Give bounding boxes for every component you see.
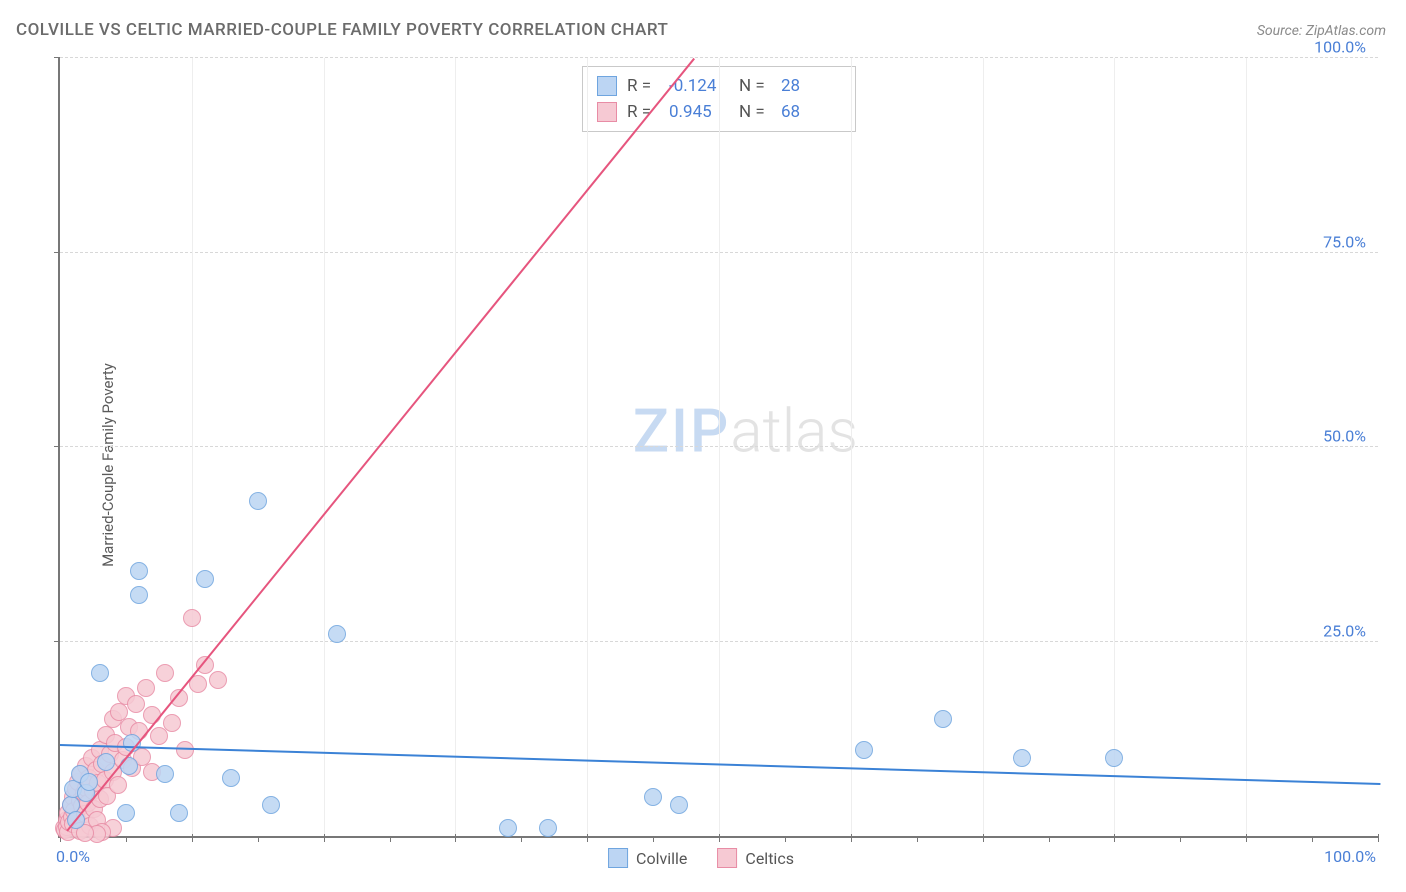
scatter-point-series1	[670, 796, 688, 814]
x-minor-tick-mark	[917, 837, 918, 842]
scatter-point-series1	[539, 819, 557, 837]
legend-label: Colville	[636, 849, 687, 868]
x-tick-label: 100.0%	[1324, 847, 1376, 866]
gridline-vertical	[587, 58, 588, 836]
x-tick-mark	[455, 834, 456, 842]
scatter-point-series2	[183, 609, 201, 627]
y-tick-mark	[54, 252, 60, 253]
scatter-point-series1	[170, 804, 188, 822]
gridline-vertical	[455, 58, 456, 836]
chart-header: COLVILLE VS CELTIC MARRIED-COUPLE FAMILY…	[16, 20, 1386, 40]
legend-n-value: 68	[781, 99, 841, 125]
x-tick-mark	[851, 834, 852, 842]
scatter-point-series2	[176, 741, 194, 759]
gridline-vertical	[719, 58, 720, 836]
legend-n-label: N =	[739, 99, 771, 125]
gridline-vertical	[851, 58, 852, 836]
scatter-point-series1	[644, 788, 662, 806]
scatter-point-series2	[109, 776, 127, 794]
x-tick-mark	[1246, 834, 1247, 842]
x-tick-mark	[1114, 834, 1115, 842]
scatter-point-series1	[328, 625, 346, 643]
x-minor-tick-mark	[126, 837, 127, 842]
scatter-point-series2	[150, 727, 168, 745]
legend-r-value: 0.945	[669, 99, 729, 125]
scatter-point-series1	[156, 765, 174, 783]
gridline-vertical	[1114, 58, 1115, 836]
legend-item: Colville	[608, 848, 687, 868]
scatter-point-series1	[1105, 749, 1123, 767]
x-tick-mark	[587, 834, 588, 842]
scatter-point-series1	[249, 492, 267, 510]
gridline-vertical	[192, 58, 193, 836]
y-tick-mark	[54, 446, 60, 447]
x-minor-tick-mark	[1180, 837, 1181, 842]
legend-label: Celtics	[745, 849, 794, 868]
gridline-vertical	[324, 58, 325, 836]
x-tick-mark	[192, 834, 193, 842]
scatter-point-series1	[1013, 749, 1031, 767]
x-tick-mark	[324, 834, 325, 842]
x-minor-tick-mark	[785, 837, 786, 842]
legend-r-label: R =	[627, 73, 659, 99]
y-tick-label: 100.0%	[1314, 38, 1366, 57]
watermark-right: atlas	[730, 396, 858, 467]
chart-title: COLVILLE VS CELTIC MARRIED-COUPLE FAMILY…	[16, 20, 668, 40]
y-tick-label: 75.0%	[1323, 232, 1366, 251]
scatter-point-series1	[499, 819, 517, 837]
x-minor-tick-mark	[1312, 837, 1313, 842]
scatter-point-series1	[130, 562, 148, 580]
chart-area: Married-Couple Family Poverty ZIPatlas R…	[16, 50, 1386, 880]
watermark: ZIPatlas	[633, 396, 858, 467]
watermark-left: ZIP	[633, 396, 730, 467]
scatter-point-series1	[262, 796, 280, 814]
y-tick-label: 50.0%	[1323, 427, 1366, 446]
x-minor-tick-mark	[390, 837, 391, 842]
scatter-point-series1	[222, 769, 240, 787]
legend-swatch	[608, 848, 628, 868]
x-minor-tick-mark	[258, 837, 259, 842]
scatter-point-series2	[209, 671, 227, 689]
x-tick-mark	[1378, 834, 1379, 842]
x-tick-label: 0.0%	[56, 847, 90, 866]
legend-swatch	[597, 102, 617, 122]
plot-region: ZIPatlas R =-0.124N =28R =0.945N =68 25.…	[58, 58, 1378, 838]
scatter-point-series2	[137, 679, 155, 697]
scatter-point-series2	[163, 714, 181, 732]
scatter-point-series1	[130, 586, 148, 604]
x-tick-mark	[983, 834, 984, 842]
scatter-point-series2	[127, 695, 145, 713]
x-minor-tick-mark	[1049, 837, 1050, 842]
scatter-point-series1	[91, 664, 109, 682]
legend-n-label: N =	[739, 73, 771, 99]
scatter-point-series1	[934, 710, 952, 728]
legend-swatch	[597, 76, 617, 96]
gridline-vertical	[983, 58, 984, 836]
series-legend: Colville Celtics	[608, 848, 794, 868]
x-tick-mark	[719, 834, 720, 842]
scatter-point-series1	[97, 753, 115, 771]
legend-item: Celtics	[717, 848, 794, 868]
scatter-point-series1	[196, 570, 214, 588]
x-minor-tick-mark	[653, 837, 654, 842]
legend-swatch	[717, 848, 737, 868]
x-minor-tick-mark	[521, 837, 522, 842]
y-tick-mark	[54, 641, 60, 642]
y-tick-label: 25.0%	[1323, 621, 1366, 640]
scatter-point-series1	[117, 804, 135, 822]
y-tick-mark	[54, 57, 60, 58]
scatter-point-series2	[156, 664, 174, 682]
gridline-vertical	[1246, 58, 1247, 836]
scatter-point-series1	[855, 741, 873, 759]
legend-n-value: 28	[781, 73, 841, 99]
scatter-point-series1	[80, 773, 98, 791]
